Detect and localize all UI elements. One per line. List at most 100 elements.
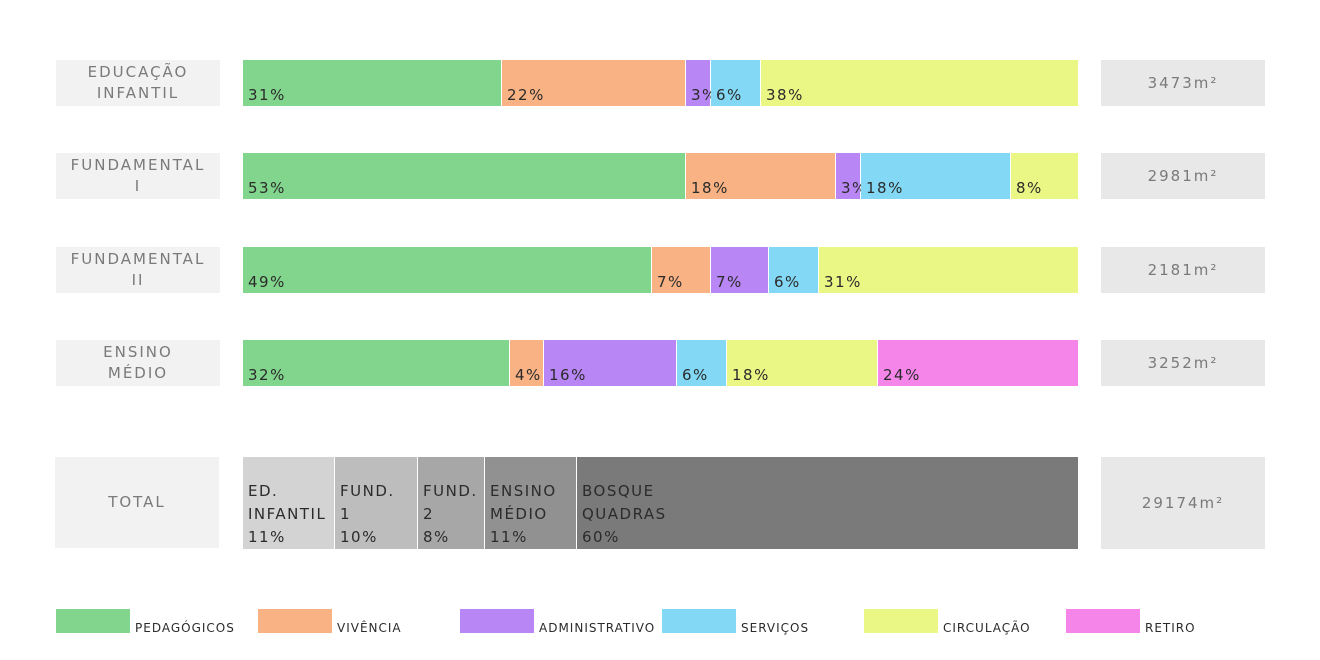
bar-segment-pedagogicos: 53% xyxy=(243,153,686,199)
total-segment: BOSQUE QUADRAS 60% xyxy=(577,457,1078,549)
row-label-line: INFANTIL xyxy=(96,84,180,102)
legend-swatch xyxy=(258,609,332,633)
bar-segment-administrativo: 3% xyxy=(686,60,716,106)
bar-segment-pedagogicos: 32% xyxy=(243,340,510,386)
total-label-text: TOTAL xyxy=(108,493,166,511)
row-label-line: FUNDAMENTAL xyxy=(70,156,206,174)
segment-value-label: 31% xyxy=(248,86,286,104)
legend-label: RETIRO xyxy=(1145,621,1196,635)
legend-swatch xyxy=(56,609,130,633)
segment-value-label: 32% xyxy=(248,366,286,384)
bar-segment-servicos: 6% xyxy=(677,340,727,386)
segment-value-label: 7% xyxy=(657,273,684,291)
total-segment-line: FUND. xyxy=(423,482,478,500)
total-segment-line: INFANTIL xyxy=(248,505,327,523)
total-segment-line: ENSINO xyxy=(490,482,557,500)
segment-value-label: 31% xyxy=(824,273,862,291)
segment-value-label: 18% xyxy=(866,179,904,197)
segment-value-label: 16% xyxy=(549,366,587,384)
row-label-line: FUNDAMENTAL xyxy=(70,250,206,268)
legend-label: VIVÊNCIA xyxy=(337,621,402,635)
segment-value-label: 4% xyxy=(515,366,542,384)
legend-label: SERVIÇOS xyxy=(741,621,810,635)
bar-segment-pedagogicos: 49% xyxy=(243,247,652,293)
stacked-bar: 32% 4% 16% 6% 18% 24% xyxy=(243,340,1078,386)
row-label: FUNDAMENTAL II xyxy=(56,247,220,293)
total-segment: ED. INFANTIL 11% xyxy=(243,457,335,549)
total-segment-line: 2 xyxy=(423,505,435,523)
segment-value-label: 8% xyxy=(1016,179,1043,197)
total-segment-line: FUND. xyxy=(340,482,395,500)
bar-segment-vivencia: 4% xyxy=(510,340,544,386)
row-area: 3473m² xyxy=(1101,60,1265,106)
row-label-line: MÉDIO xyxy=(107,364,169,382)
row-label: EDUCAÇÃO INFANTIL xyxy=(56,60,220,106)
legend-swatch xyxy=(1066,609,1140,633)
legend-swatch xyxy=(864,609,938,633)
total-segment-line: 10% xyxy=(340,528,378,546)
total-segment: FUND. 1 10% xyxy=(335,457,418,549)
segment-value-label: 6% xyxy=(682,366,709,384)
bar-segment-administrativo: 7% xyxy=(711,247,769,293)
total-segment: FUND. 2 8% xyxy=(418,457,485,549)
total-segment-line: 1 xyxy=(340,505,352,523)
bar-segment-circulacao: 8% xyxy=(1011,153,1078,199)
legend-label: ADMINISTRATIVO xyxy=(539,621,656,635)
segment-value-label: 24% xyxy=(883,366,921,384)
stacked-bar: 53% 18% 3% 18% 8% xyxy=(243,153,1078,199)
bar-segment-circulacao: 38% xyxy=(761,60,1078,106)
bar-segment-servicos: 6% xyxy=(711,60,761,106)
segment-value-label: 3% xyxy=(841,179,868,197)
row-area-value: 2981m² xyxy=(1147,167,1219,185)
stacked-bar: 31% 22% 3% 6% 38% xyxy=(243,60,1078,106)
segment-value-label: 49% xyxy=(248,273,286,291)
total-segment-label: BOSQUE QUADRAS 60% xyxy=(582,480,667,549)
total-stacked-bar: ED. INFANTIL 11% FUND. 1 10% FUND. 2 8% ENSINO MÉD… xyxy=(243,457,1078,549)
segment-value-label: 18% xyxy=(691,179,729,197)
total-segment-line: 8% xyxy=(423,528,450,546)
total-segment-line: MÉDIO xyxy=(490,505,548,523)
total-segment-label: FUND. 2 8% xyxy=(423,480,478,549)
total-segment: ENSINO MÉDIO 11% xyxy=(485,457,577,549)
total-label: TOTAL xyxy=(55,457,219,548)
bar-segment-vivencia: 22% xyxy=(502,60,686,106)
segment-value-label: 7% xyxy=(716,273,743,291)
row-label: FUNDAMENTAL I xyxy=(56,153,220,199)
legend-swatch xyxy=(460,609,534,633)
bar-segment-administrativo: 16% xyxy=(544,340,677,386)
segment-value-label: 22% xyxy=(507,86,545,104)
segment-value-label: 3% xyxy=(691,86,718,104)
stacked-bar: 49% 7% 7% 6% 31% xyxy=(243,247,1078,293)
bar-segment-circulacao: 18% xyxy=(727,340,878,386)
segment-value-label: 53% xyxy=(248,179,286,197)
row-area: 2181m² xyxy=(1101,247,1265,293)
segment-value-label: 6% xyxy=(774,273,801,291)
legend-label: PEDAGÓGICOS xyxy=(135,621,235,635)
total-segment-line: BOSQUE xyxy=(582,482,655,500)
total-segment-line: 11% xyxy=(248,528,286,546)
total-area-value: 29174m² xyxy=(1141,494,1225,512)
total-segment-label: ED. INFANTIL 11% xyxy=(248,480,326,549)
segment-value-label: 38% xyxy=(766,86,804,104)
row-label-line: II xyxy=(131,271,145,289)
bar-segment-vivencia: 7% xyxy=(652,247,711,293)
bar-segment-vivencia: 18% xyxy=(686,153,836,199)
row-area: 2981m² xyxy=(1101,153,1265,199)
bar-segment-pedagogicos: 31% xyxy=(243,60,502,106)
row-label: ENSINO MÉDIO xyxy=(56,340,220,386)
total-segment-line: 60% xyxy=(582,528,620,546)
total-area: 29174m² xyxy=(1101,457,1265,549)
total-segment-line: QUADRAS xyxy=(582,505,667,523)
segment-value-label: 18% xyxy=(732,366,770,384)
total-segment-label: FUND. 1 10% xyxy=(340,480,395,549)
segment-value-label: 6% xyxy=(716,86,743,104)
bar-segment-servicos: 18% xyxy=(861,153,1011,199)
row-area: 3252m² xyxy=(1101,340,1265,386)
total-segment-line: ED. xyxy=(248,482,279,500)
row-area-value: 3252m² xyxy=(1147,354,1219,372)
row-label-line: EDUCAÇÃO xyxy=(87,63,189,81)
bar-segment-administrativo: 3% xyxy=(836,153,866,199)
bar-segment-circulacao: 31% xyxy=(819,247,1078,293)
total-segment-line: 11% xyxy=(490,528,528,546)
bar-segment-servicos: 6% xyxy=(769,247,819,293)
